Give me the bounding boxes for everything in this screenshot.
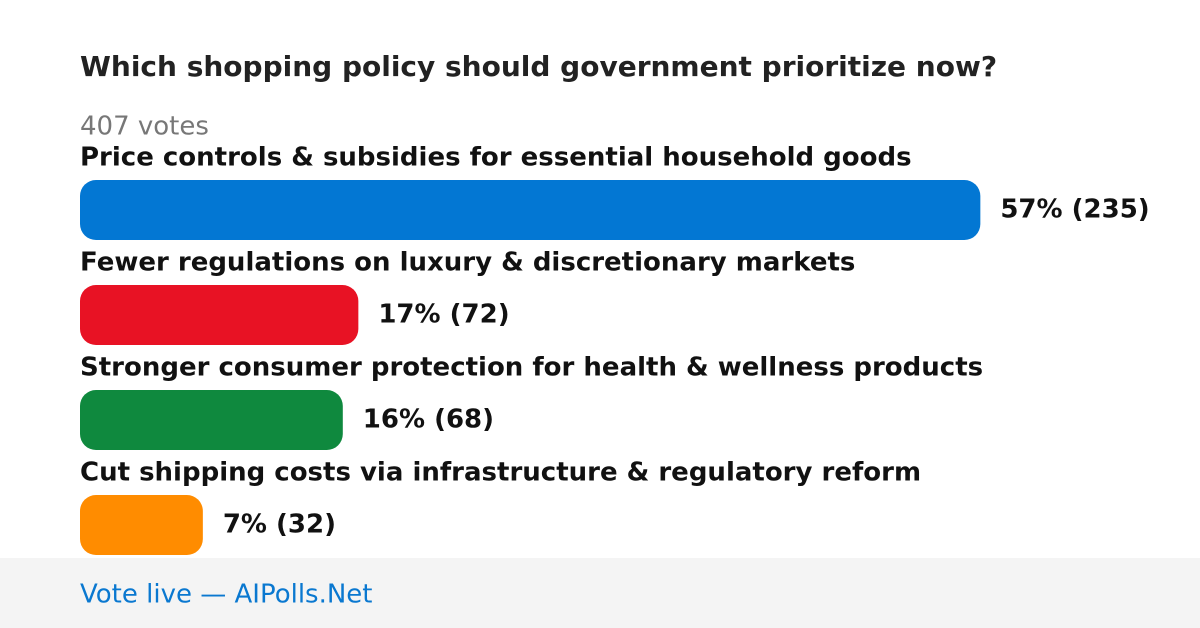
value-label: 17% (72) <box>378 300 509 330</box>
option-label: Cut shipping costs via infrastructure & … <box>80 458 921 488</box>
option-label: Stronger consumer protection for health … <box>80 353 983 383</box>
option-label: Fewer regulations on luxury & discretion… <box>80 248 855 278</box>
bar <box>80 285 359 345</box>
value-label: 16% (68) <box>363 405 494 435</box>
footer-bar <box>0 558 1200 628</box>
bar <box>80 390 343 450</box>
chart-title: Which shopping policy should government … <box>80 50 997 83</box>
vote-count: 407 votes <box>80 112 209 142</box>
bar <box>80 180 981 240</box>
footer-link[interactable]: Vote live — AIPolls.Net <box>80 580 373 610</box>
value-label: 7% (32) <box>223 510 336 540</box>
value-label: 57% (235) <box>1000 195 1149 225</box>
bar <box>80 495 203 555</box>
option-label: Price controls & subsidies for essential… <box>80 143 912 173</box>
